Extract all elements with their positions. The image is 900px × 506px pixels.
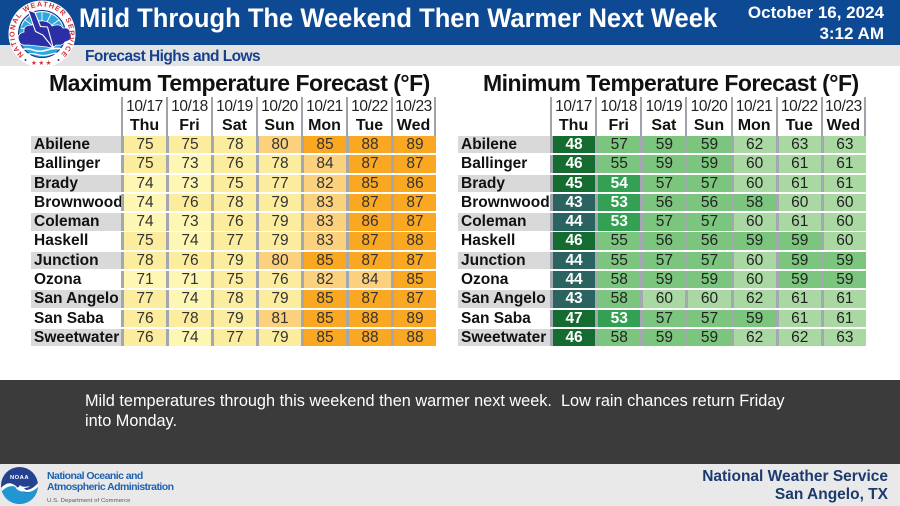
svg-text:★★★: ★★★ — [31, 59, 53, 67]
svg-text:NOAA: NOAA — [10, 475, 29, 481]
